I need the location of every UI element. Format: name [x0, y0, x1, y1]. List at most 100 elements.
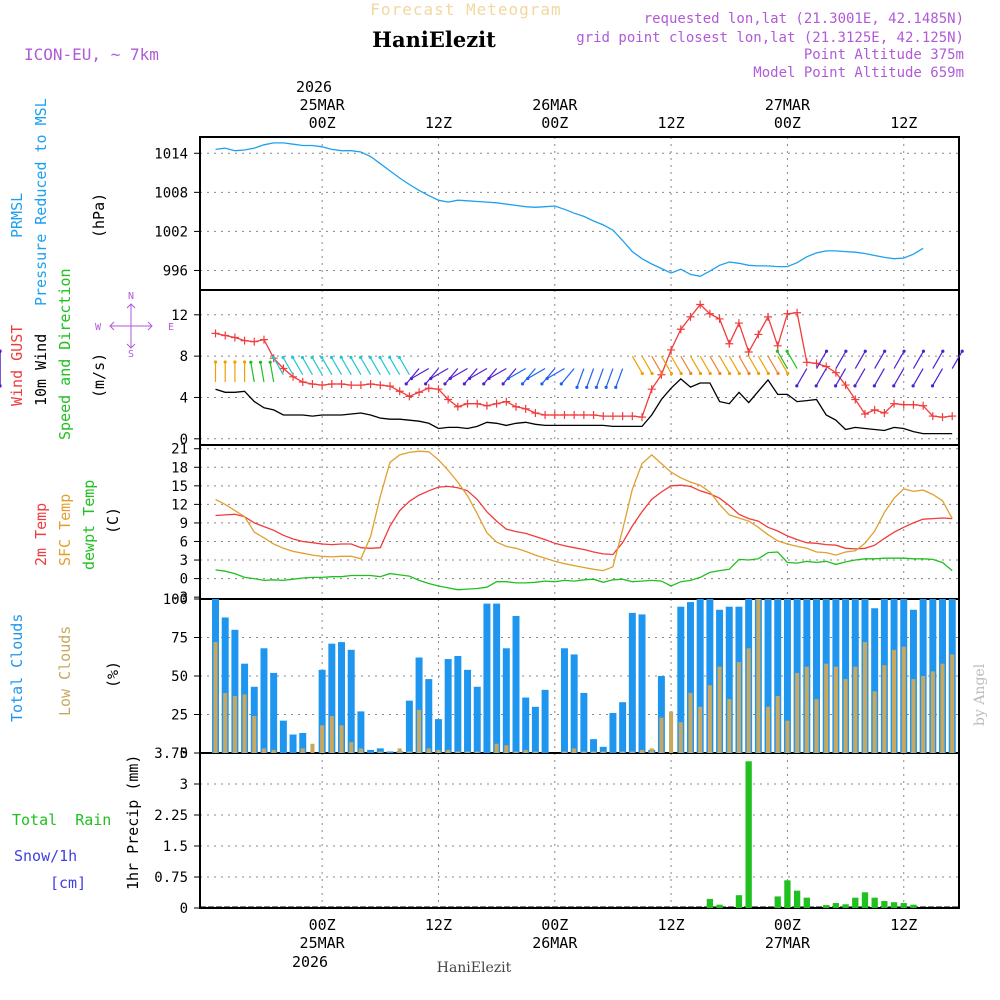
total-cloud-bar: [628, 612, 636, 753]
rain-bar: [832, 903, 840, 908]
gridpoint-coords: grid point closest lon,lat (21.3125E, 42…: [576, 30, 964, 46]
wind-arrow: [259, 362, 265, 383]
low-cloud-bar: [271, 749, 276, 753]
wind-arrow-head: [930, 384, 935, 388]
wind-arrow: [874, 350, 886, 369]
gust-line-marker: [870, 405, 879, 414]
wind-arrow-head: [462, 382, 466, 386]
y-tick-label: 996: [163, 263, 188, 279]
total-cloud-bar: [464, 669, 472, 753]
gust-line-marker: [676, 325, 685, 334]
gust-line-marker: [444, 395, 453, 404]
total-cloud-bar: [783, 599, 791, 753]
gust-line-marker: [831, 368, 840, 377]
wind-arrow-head: [526, 376, 530, 381]
wind-arrow-head: [883, 349, 887, 353]
wind-arrow-head: [329, 355, 334, 360]
wind-arrow: [786, 350, 798, 369]
wind-arrow-head: [902, 349, 906, 353]
gust-line-marker: [628, 412, 637, 421]
wind-arrow-head: [409, 376, 414, 381]
wind-arrow: [854, 368, 866, 387]
wind-arrow: [389, 357, 401, 376]
wind-arrow: [748, 355, 760, 374]
total-cloud-bar: [580, 692, 588, 753]
wind-arrow: [502, 368, 517, 385]
gust-line-marker: [579, 411, 588, 420]
wind-arrow-head: [223, 360, 227, 364]
low-cloud-bar: [407, 751, 412, 753]
wind-arrow: [951, 350, 963, 369]
total-cloud-bar: [289, 734, 297, 753]
total-cloud-bar: [696, 599, 704, 753]
p3-label-b: SFC Temp: [56, 494, 74, 566]
wind-arrow: [699, 355, 711, 374]
bottom-time-label: 00Z: [774, 916, 801, 934]
wind-arrow: [660, 355, 672, 374]
gust-line-marker: [860, 410, 869, 418]
gust-line-marker: [337, 380, 346, 389]
wind-arrow-head: [349, 355, 353, 360]
top-date-label: 25MAR: [300, 96, 346, 114]
y-tick-label: 8: [180, 349, 188, 365]
compass-west: W: [95, 322, 102, 333]
wind-arrow-head: [911, 384, 915, 388]
wind-arrow: [379, 357, 391, 376]
p1-unit: (hPa): [90, 193, 108, 238]
top-time-label: 00Z: [774, 114, 801, 132]
wind-arrow-head: [268, 360, 272, 364]
rain-bar: [842, 904, 849, 908]
wind-arrow-head: [310, 355, 314, 360]
total-cloud-bar: [415, 657, 423, 753]
total-cloud-bar: [512, 615, 520, 753]
gust-line-marker: [240, 336, 249, 345]
wind-arrow: [932, 368, 944, 387]
wind-arrow-head: [747, 371, 751, 376]
low-cloud-bar: [678, 722, 683, 753]
y-tick-label: 18: [171, 460, 188, 476]
gust-line-marker: [512, 402, 521, 411]
total-cloud-bar: [638, 614, 646, 753]
total-cloud-bar: [502, 648, 510, 753]
low-cloud-bar: [669, 711, 674, 753]
wind-arrow: [411, 368, 430, 380]
wind-arrow: [767, 355, 779, 374]
gust-line-marker: [589, 411, 598, 420]
total-cloud-bar: [386, 751, 394, 753]
low-cloud-bar: [426, 748, 431, 753]
wind-arrow-head: [281, 355, 285, 360]
rain-bar: [774, 896, 781, 908]
gust-line-marker: [938, 413, 947, 422]
gust-line-marker: [521, 404, 530, 413]
wind-arrow-head: [487, 376, 491, 381]
total-cloud-bar: [522, 697, 530, 753]
wind-arrow-head: [727, 371, 732, 376]
total-cloud-bar: [609, 712, 617, 753]
wind-arrow: [776, 350, 788, 369]
wind-arrow-head: [775, 349, 780, 353]
low-cloud-bar: [639, 749, 645, 753]
wind-arrow-head: [766, 371, 770, 376]
bottom-date-label: 25MAR: [300, 934, 346, 952]
total-cloud-bar: [270, 672, 278, 753]
wind-arrow: [292, 357, 304, 376]
low-cloud-bar: [358, 748, 363, 753]
gust-line-marker: [793, 308, 802, 317]
gust-line-marker: [608, 412, 617, 421]
y-tick-label: 3: [180, 777, 188, 793]
rain-bar: [745, 761, 752, 908]
wind-arrow: [444, 368, 459, 385]
wind-arrow: [680, 355, 692, 374]
low-cloud-bar: [649, 748, 654, 753]
low-cloud-bar: [620, 751, 625, 753]
gust-line-marker: [841, 381, 850, 390]
low-cloud-bar: [320, 725, 325, 753]
wind-arrow-head: [233, 360, 237, 364]
rain-bar: [706, 898, 714, 908]
gust-line-marker: [531, 408, 540, 417]
y-tick-label: 50: [171, 669, 188, 685]
wind-arrow: [360, 357, 372, 376]
wind-arrow-head: [249, 360, 253, 364]
